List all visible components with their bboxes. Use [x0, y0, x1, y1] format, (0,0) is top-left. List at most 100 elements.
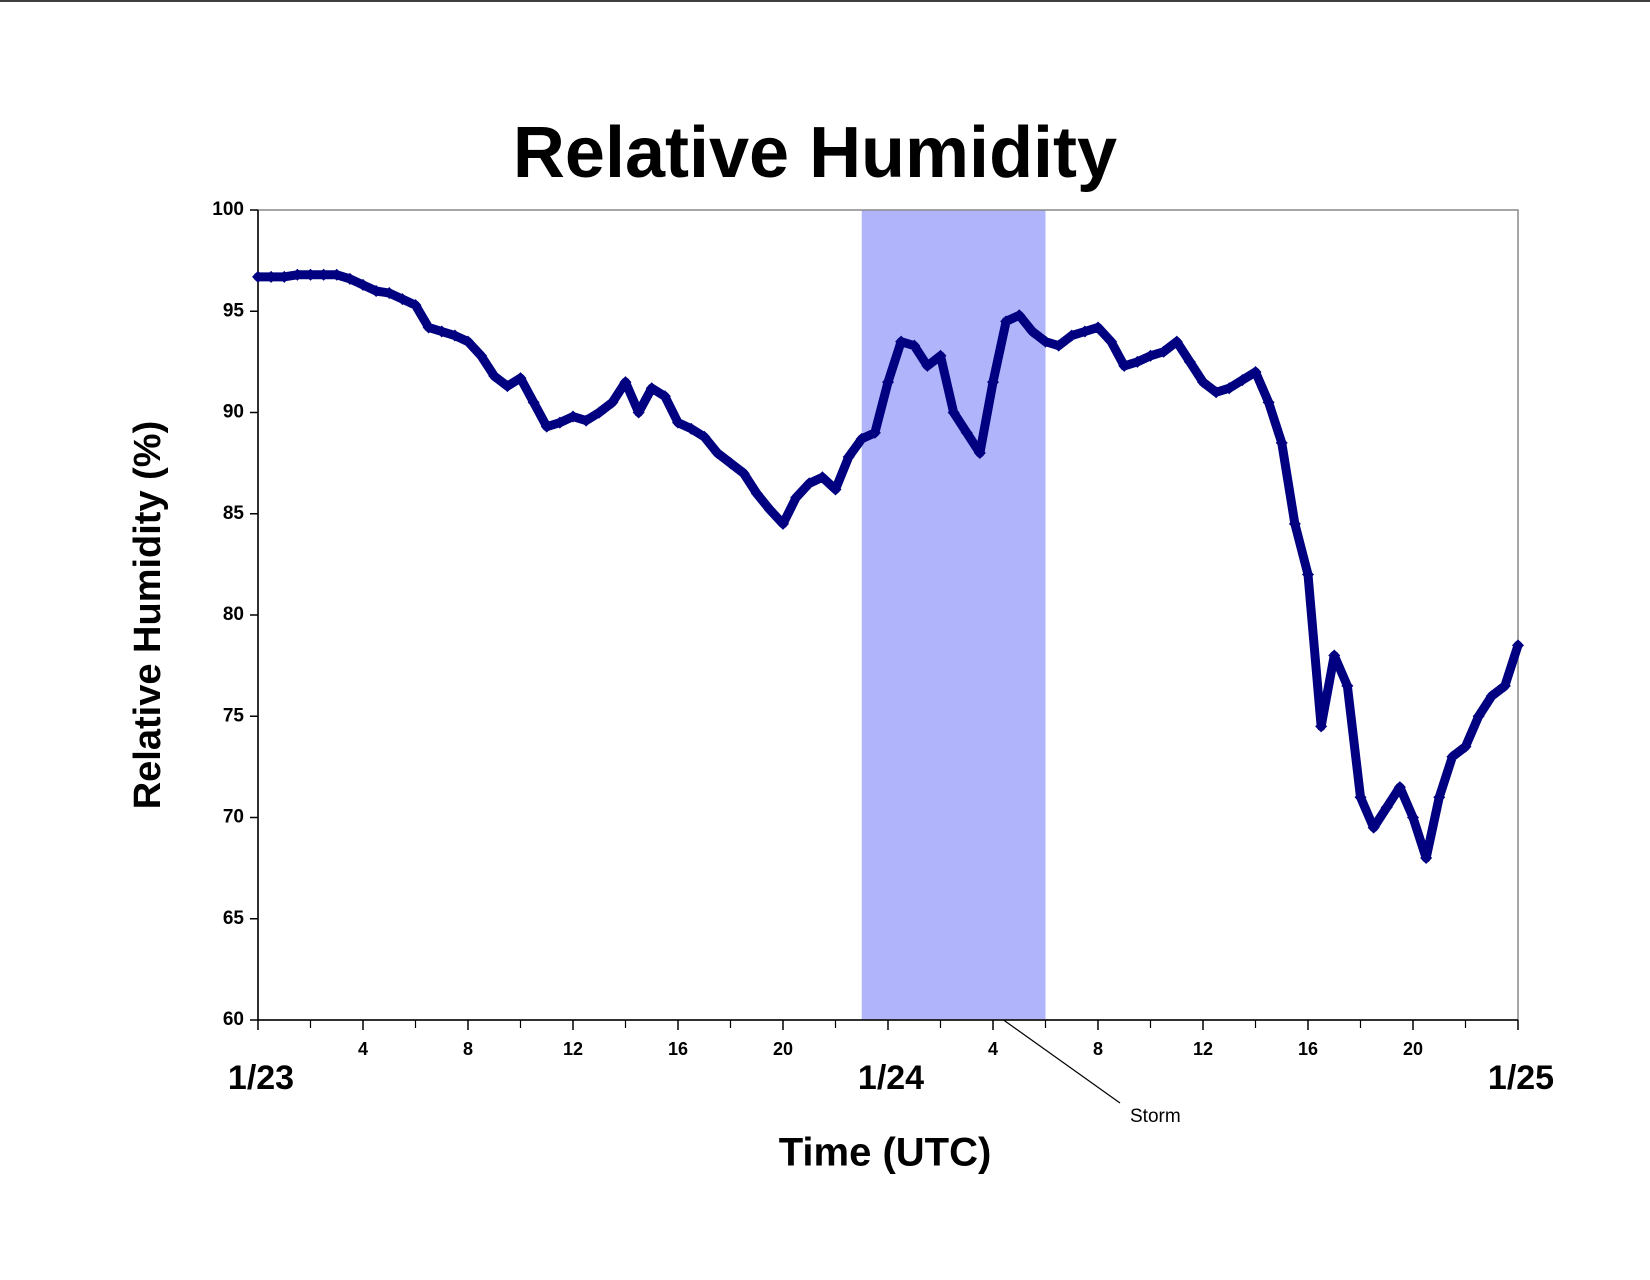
data-point [960, 426, 973, 439]
date-tick-label: 1/24 [858, 1059, 924, 1097]
data-point [422, 321, 435, 334]
y-tick-label: 95 [223, 300, 245, 321]
data-point [921, 359, 934, 372]
data-point [1052, 339, 1065, 352]
data-point [1446, 750, 1459, 763]
data-point [658, 390, 671, 403]
data-point [435, 325, 448, 338]
data-point [1197, 376, 1209, 389]
data-point [619, 376, 632, 389]
y-tick-label: 70 [223, 807, 244, 828]
data-point [908, 339, 921, 352]
y-axis-title: Relative Humidity (%) [127, 421, 169, 810]
data-point [763, 503, 776, 516]
data-point [895, 335, 908, 348]
data-point [816, 471, 829, 484]
data-point [462, 335, 474, 348]
data-point [672, 416, 684, 429]
data-point [842, 451, 855, 464]
y-tick-label: 85 [223, 503, 245, 524]
data-point [1420, 852, 1433, 864]
data-point [1105, 335, 1118, 348]
x-tick-label: 4 [988, 1039, 998, 1059]
date-tick-label: 1/23 [228, 1059, 294, 1097]
x-tick-label: 8 [1093, 1039, 1103, 1059]
data-point [777, 517, 789, 530]
data-point [514, 372, 527, 385]
data-point [1498, 679, 1511, 692]
data-point [1354, 791, 1367, 804]
data-point [409, 299, 422, 312]
data-point [1039, 335, 1052, 348]
data-point [540, 420, 553, 433]
data-point [1367, 821, 1380, 834]
data-point [1249, 366, 1262, 378]
data-point [396, 293, 409, 306]
data-point [1026, 325, 1039, 338]
data-point [1078, 325, 1091, 338]
data-point [357, 278, 369, 291]
data-point [947, 406, 960, 419]
x-tick-label: 12 [1193, 1039, 1213, 1059]
x-tick-label: 12 [563, 1039, 583, 1059]
data-point [868, 426, 881, 439]
data-point [580, 414, 593, 427]
y-tick-label: 100 [212, 199, 244, 220]
data-point [553, 416, 566, 429]
date-tick-label: 1/25 [1488, 1059, 1554, 1097]
data-point [1065, 329, 1078, 342]
data-point [750, 487, 763, 500]
data-point [501, 380, 514, 393]
data-point [1393, 781, 1406, 794]
y-tick-label: 60 [223, 1009, 244, 1030]
data-point [1302, 568, 1314, 581]
data-point [803, 477, 816, 490]
data-point [1223, 382, 1236, 395]
data-point [448, 329, 461, 342]
y-tick-label: 90 [223, 402, 244, 423]
data-point [1288, 517, 1301, 530]
data-point [1236, 374, 1249, 387]
data-point [934, 349, 947, 362]
data-point [383, 287, 396, 300]
y-tick-label: 75 [223, 705, 245, 726]
annotation-text: Storm [1130, 1106, 1181, 1127]
data-point [1407, 811, 1419, 824]
data-point [1210, 386, 1223, 399]
data-point [527, 396, 540, 409]
data-point [973, 447, 986, 459]
data-point [1092, 321, 1104, 334]
x-tick-label: 16 [668, 1039, 688, 1059]
data-point [1380, 801, 1393, 814]
data-point [1459, 740, 1472, 753]
data-point [855, 432, 868, 445]
data-point [1157, 345, 1170, 358]
data-point [790, 491, 803, 504]
y-tick-label: 65 [223, 908, 245, 929]
data-point [475, 349, 488, 362]
data-point [1118, 359, 1131, 372]
data-point [317, 268, 330, 281]
data-point [252, 270, 264, 283]
data-point [1144, 349, 1157, 362]
x-tick-label: 20 [773, 1039, 793, 1059]
x-tick-label: 20 [1403, 1039, 1423, 1059]
data-point [1170, 335, 1183, 348]
x-tick-label: 4 [358, 1039, 368, 1059]
data-point [1485, 690, 1498, 702]
data-point [645, 382, 658, 395]
data-point [1433, 791, 1446, 804]
x-axis-title: Time (UTC) [779, 1131, 992, 1175]
data-point [1000, 315, 1013, 328]
data-point [370, 285, 383, 297]
annotation-leader [1003, 1019, 1121, 1104]
data-point [1472, 710, 1485, 723]
data-point [1262, 396, 1275, 409]
data-point [265, 270, 278, 283]
data-point [987, 376, 999, 389]
data-point [724, 457, 737, 470]
data-point [1131, 355, 1144, 368]
data-point [1275, 436, 1288, 449]
data-point [1315, 720, 1328, 733]
data-point [567, 410, 579, 423]
